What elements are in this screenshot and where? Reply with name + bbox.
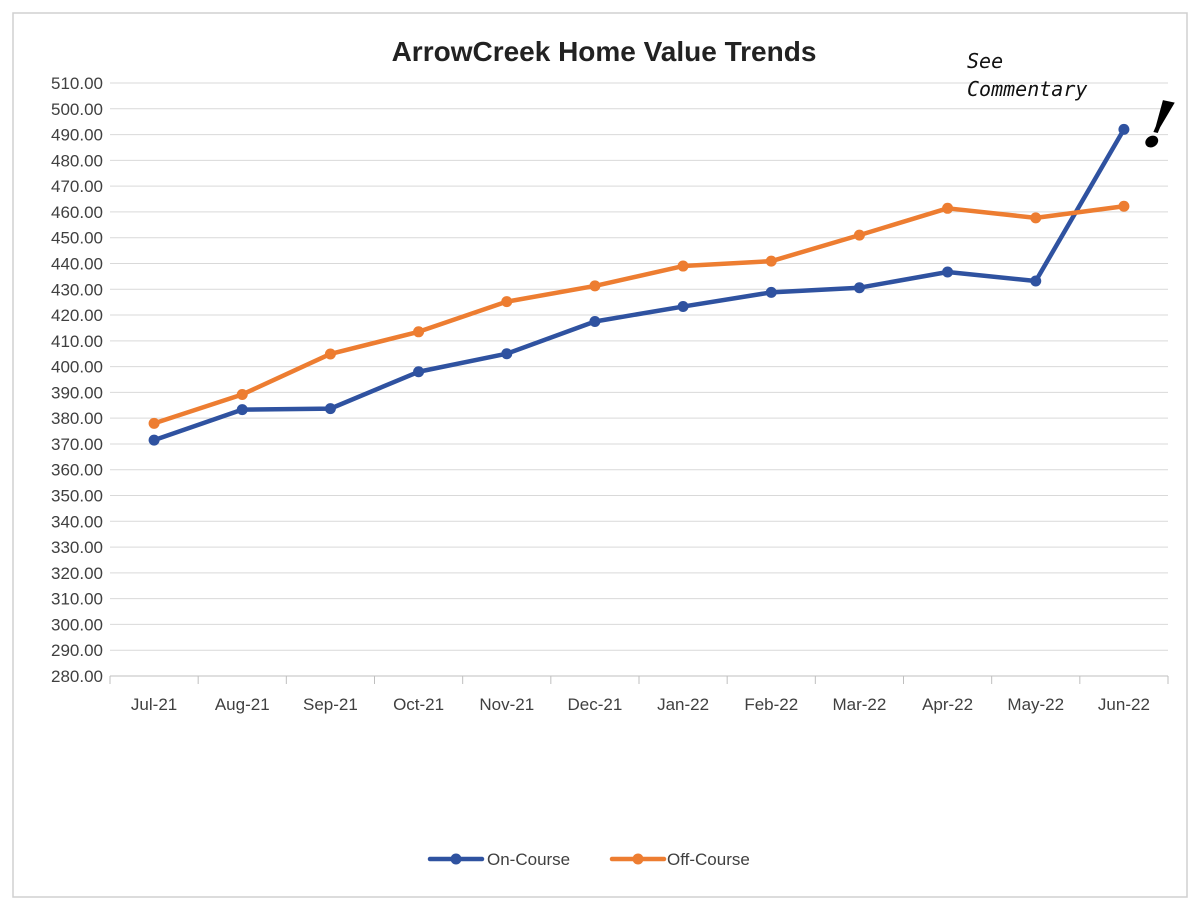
data-point — [677, 260, 689, 272]
y-tick-label: 390.00 — [51, 383, 103, 402]
y-tick-label: 460.00 — [51, 203, 103, 222]
x-tick-label: Mar-22 — [832, 695, 886, 714]
annotation-line-2: Commentary — [967, 77, 1087, 101]
x-tick-label: Jan-22 — [657, 695, 709, 714]
legend-label: Off-Course — [667, 850, 750, 869]
data-point — [1030, 212, 1042, 224]
x-tick-label: Oct-21 — [393, 695, 444, 714]
y-tick-label: 480.00 — [51, 151, 103, 170]
legend-swatch-marker — [632, 853, 644, 865]
data-point — [589, 315, 601, 327]
data-point — [148, 417, 160, 429]
data-point — [942, 202, 954, 214]
y-tick-label: 410.00 — [51, 332, 103, 351]
x-tick-label: Apr-22 — [922, 695, 973, 714]
y-tick-label: 280.00 — [51, 667, 103, 686]
gridlines — [110, 82, 1168, 677]
data-point — [501, 348, 513, 360]
x-tick-label: Aug-21 — [215, 695, 270, 714]
data-point — [765, 255, 777, 267]
x-tick-label: Nov-21 — [479, 695, 534, 714]
x-tick-label: Sep-21 — [303, 695, 358, 714]
x-axis: Jul-21 Aug-21 Sep-21 Oct-21 Nov-21 Dec-21 Jan-… — [109, 675, 1169, 714]
series-group — [148, 123, 1130, 446]
legend: On-Course Off-Course — [427, 850, 750, 869]
y-tick-label: 290.00 — [51, 641, 103, 660]
y-tick-label: 400.00 — [51, 358, 103, 377]
x-tick-label: Dec-21 — [568, 695, 623, 714]
y-tick-label: 320.00 — [51, 564, 103, 583]
y-axis: 280.00 290.00 300.00 310.00 320.00 330.00 340.… — [51, 74, 103, 686]
data-point — [589, 280, 601, 292]
y-tick-label: 490.00 — [51, 126, 103, 145]
y-tick-label: 350.00 — [51, 487, 103, 506]
y-tick-label: 430.00 — [51, 280, 103, 299]
data-point — [148, 434, 160, 446]
data-point — [677, 301, 689, 313]
y-tick-label: 470.00 — [51, 177, 103, 196]
series-line — [151, 127, 1127, 443]
x-tick-label: Jul-21 — [131, 695, 177, 714]
chart-border — [12, 12, 1188, 898]
series-line — [151, 203, 1127, 426]
y-tick-label: 330.00 — [51, 538, 103, 557]
annotation-line-1: See — [967, 49, 1003, 73]
y-tick-label: 510.00 — [51, 74, 103, 93]
y-tick-label: 500.00 — [51, 100, 103, 119]
y-tick-label: 360.00 — [51, 461, 103, 480]
legend-swatch-marker — [450, 853, 462, 865]
x-tick-label: Feb-22 — [744, 695, 798, 714]
chart-title: ArrowCreek Home Value Trends — [392, 36, 817, 67]
data-point — [853, 229, 865, 241]
data-point — [324, 348, 336, 360]
x-tick-label: Jun-22 — [1098, 695, 1150, 714]
data-point — [853, 282, 865, 294]
y-tick-label: 370.00 — [51, 435, 103, 454]
y-tick-label: 310.00 — [51, 590, 103, 609]
data-point — [1118, 123, 1130, 135]
y-tick-label: 420.00 — [51, 306, 103, 325]
data-point — [501, 296, 513, 308]
x-tick-label: May-22 — [1007, 695, 1064, 714]
y-tick-label: 340.00 — [51, 512, 103, 531]
data-point — [413, 326, 425, 338]
data-point — [236, 404, 248, 416]
y-tick-label: 450.00 — [51, 229, 103, 248]
y-tick-label: 380.00 — [51, 409, 103, 428]
legend-label: On-Course — [487, 850, 570, 869]
y-tick-label: 300.00 — [51, 615, 103, 634]
data-point — [236, 388, 248, 400]
data-point — [1030, 275, 1042, 287]
y-tick-label: 440.00 — [51, 254, 103, 273]
data-point — [324, 403, 336, 415]
data-point — [942, 266, 954, 278]
data-point — [413, 366, 425, 378]
data-point — [1118, 200, 1130, 212]
data-point — [765, 286, 777, 298]
